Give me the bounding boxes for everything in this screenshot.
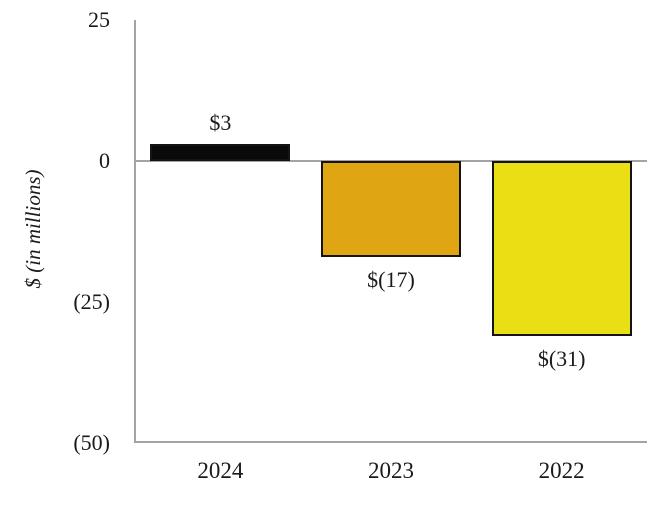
y-tick-label: (25)	[73, 289, 110, 314]
bar-value-label: $(31)	[537, 345, 586, 371]
y-tick-label: 25	[88, 7, 110, 32]
bar-2023	[321, 161, 461, 257]
bar-value-label: $(17)	[367, 266, 415, 292]
bar-2024	[150, 144, 291, 161]
x-axis-label-2023: 2023	[368, 458, 414, 483]
bar-value-label: $3	[209, 110, 232, 136]
x-axis-label-2024: 2024	[197, 458, 244, 483]
y-tick-label: (50)	[73, 430, 110, 455]
y-axis-title: $ (in millions)	[21, 169, 45, 289]
y-tick-label: 0	[99, 148, 110, 173]
x-axis-line	[134, 441, 647, 443]
x-axis-label-2022: 2022	[538, 458, 585, 483]
y-axis-line	[134, 20, 136, 443]
bar-2022	[491, 161, 632, 336]
